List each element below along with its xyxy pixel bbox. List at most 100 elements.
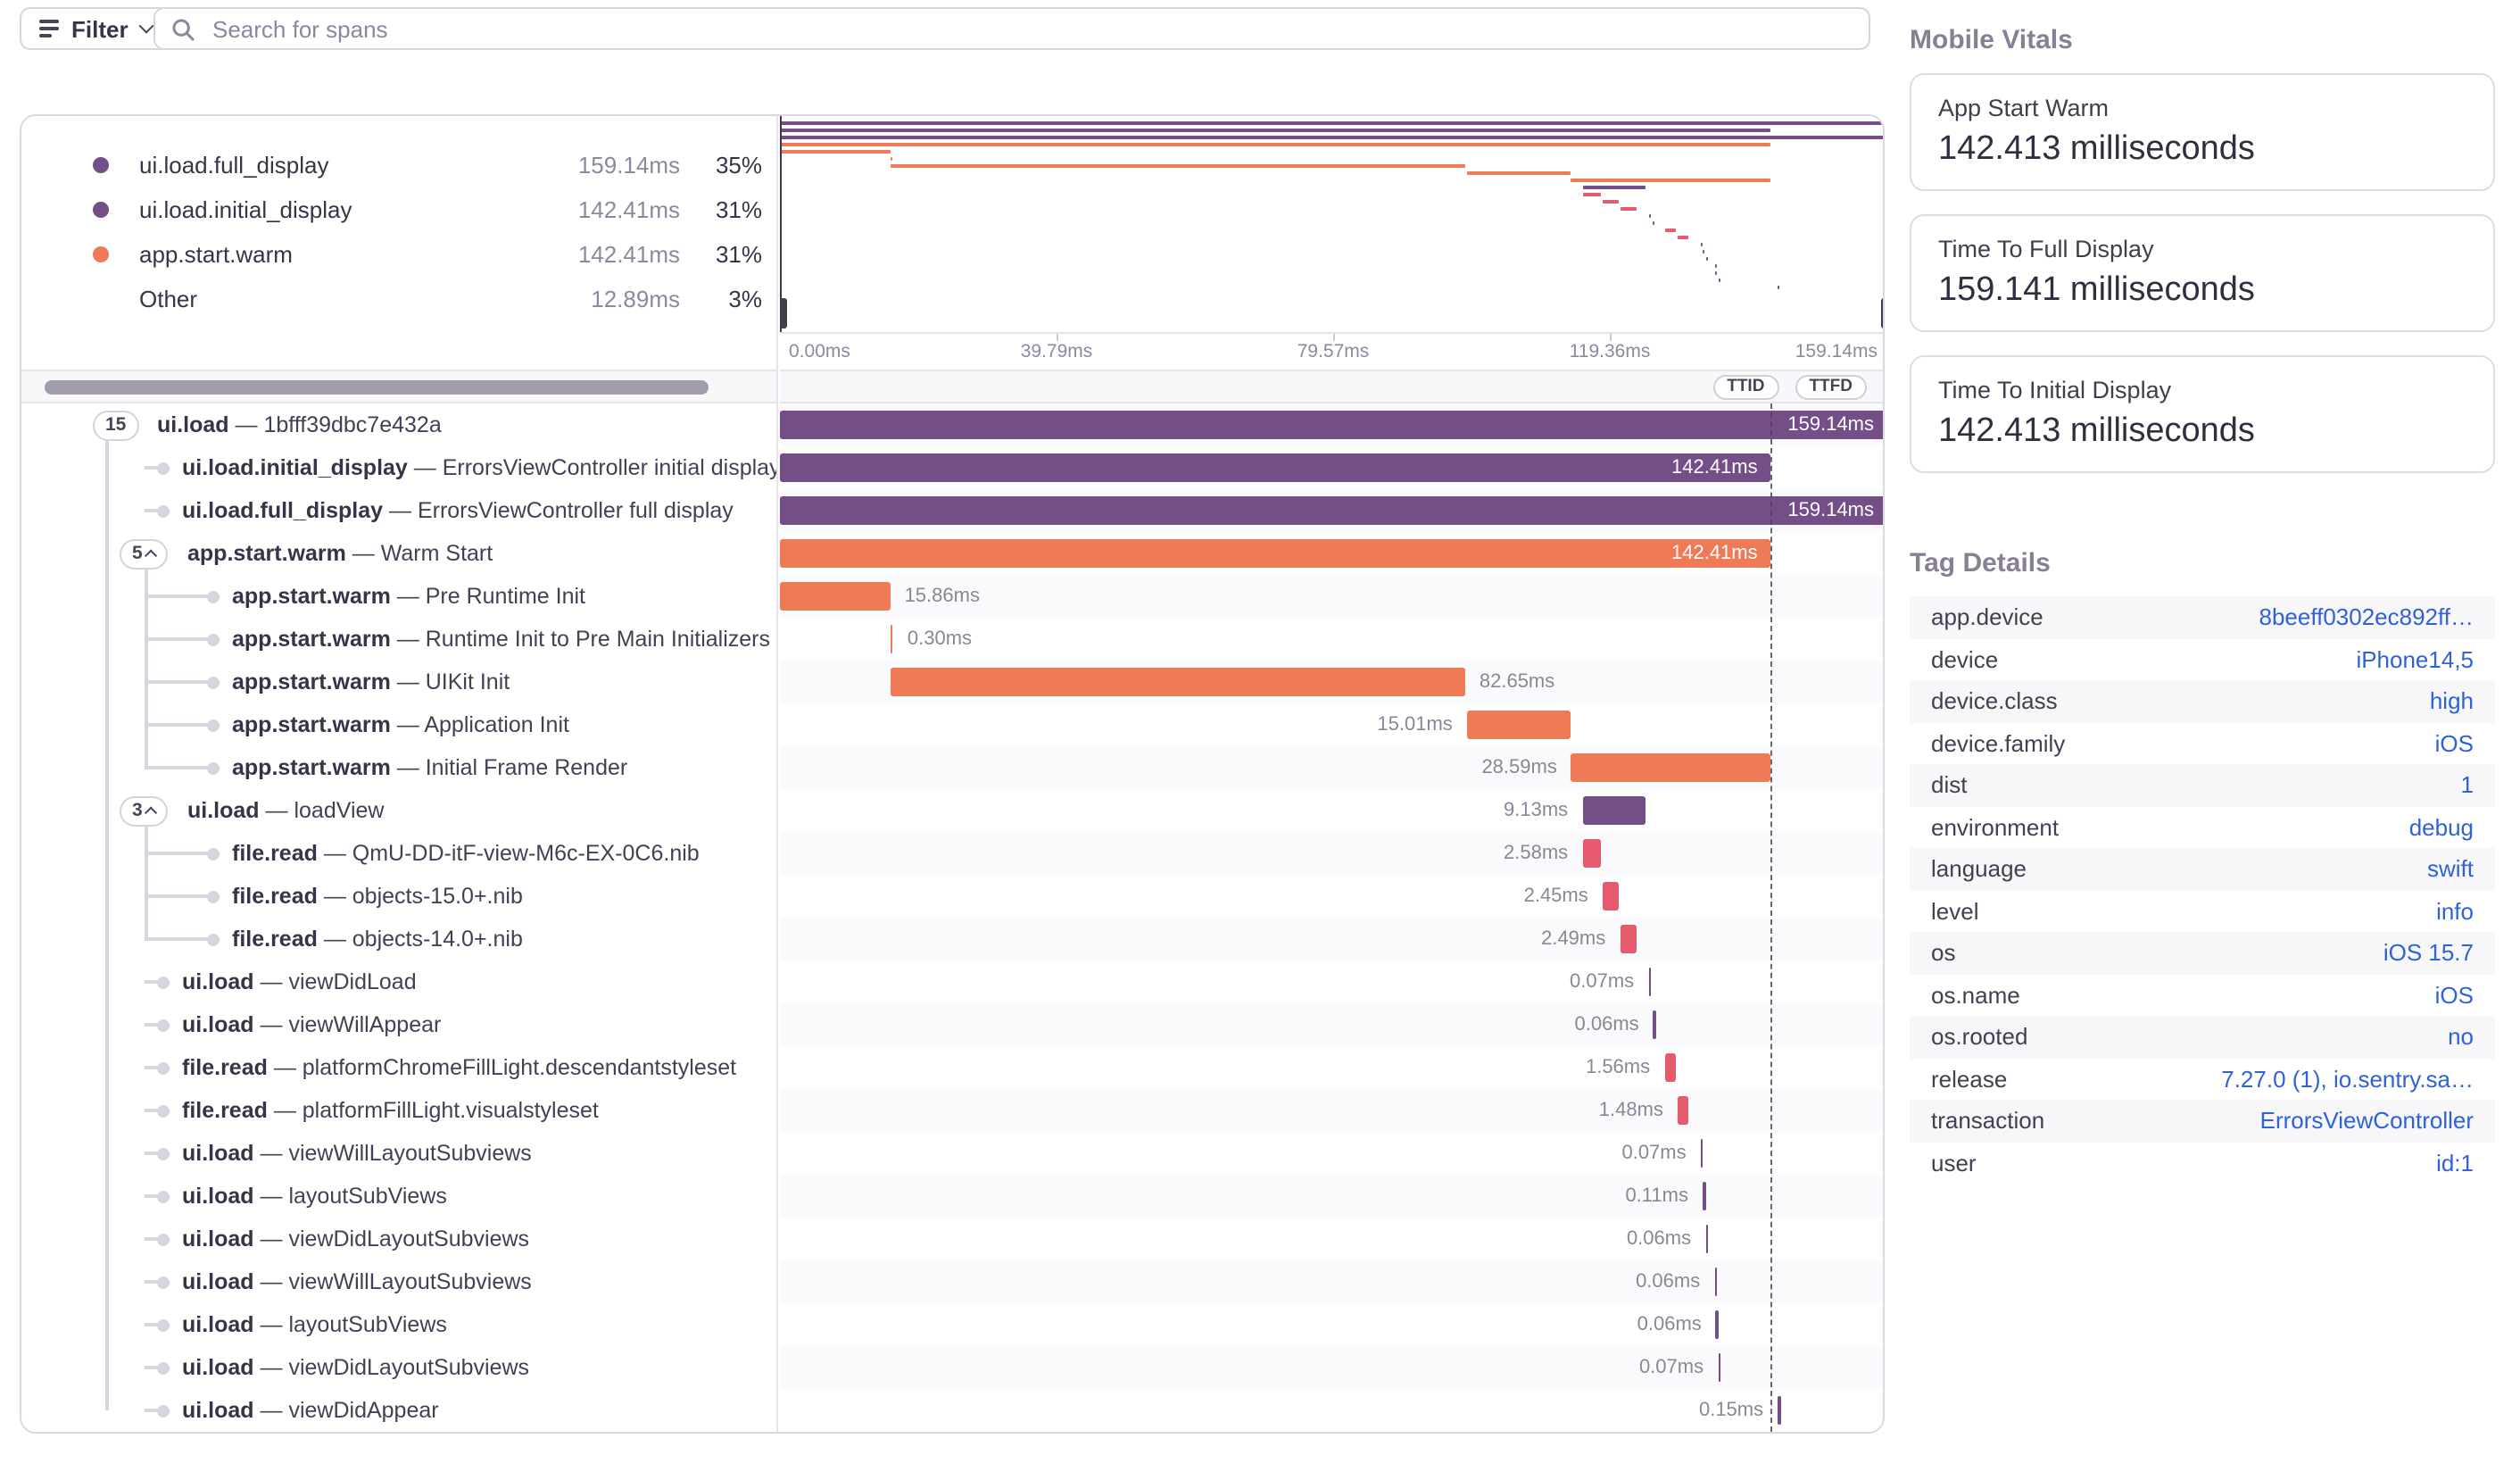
waterfall-row[interactable]: 159.14ms [780,403,1883,446]
span-bar[interactable] [1571,753,1770,782]
span-bar[interactable] [1714,1268,1718,1296]
minimap-left-handle[interactable] [779,298,786,328]
span-bar[interactable] [780,496,1883,525]
span-bar[interactable] [1620,925,1637,953]
span-bar[interactable] [1466,711,1571,739]
span-tree-row[interactable]: app.start.warm — Application Init [21,703,776,746]
tag-value-link[interactable]: debug [2408,813,2474,841]
span-bar[interactable] [1715,1310,1719,1339]
tag-value-link[interactable]: no [2448,1023,2474,1051]
span-bar[interactable] [780,453,1770,482]
tag-value-link[interactable]: swift [2427,855,2474,883]
waterfall-row[interactable]: 1.56ms [780,1046,1883,1089]
waterfall-row[interactable]: 82.65ms [780,661,1883,703]
waterfall-row[interactable]: 0.07ms [780,1132,1883,1175]
waterfall-row[interactable]: 0.06ms [780,1260,1883,1303]
span-bar[interactable] [1705,1225,1708,1253]
span-bar[interactable] [1582,839,1601,868]
waterfall-row[interactable]: 15.86ms [780,575,1883,618]
waterfall-row[interactable]: 15.01ms [780,703,1883,746]
tag-value-link[interactable]: 8beeff0302ec892ff… [2259,603,2474,631]
span-tree-row[interactable]: 5 app.start.warm — Warm Start [21,532,776,575]
span-tree-row[interactable]: ui.load — viewDidLayoutSubviews [21,1218,776,1260]
waterfall-row[interactable]: 142.41ms [780,446,1883,489]
tag-value-link[interactable]: id:1 [2436,1149,2474,1177]
tree-scrollbar-track[interactable] [21,370,776,403]
scrollbar-thumb[interactable] [45,380,709,395]
span-tree-row[interactable]: ui.load — layoutSubViews [21,1175,776,1218]
span-tree-row[interactable]: ui.load.initial_display — ErrorsViewCont… [21,446,776,489]
waterfall-row[interactable]: 28.59ms [780,746,1883,789]
tag-value-link[interactable]: ErrorsViewController [2259,1107,2474,1135]
waterfall-row[interactable]: 1.48ms [780,1089,1883,1132]
span-bar[interactable] [1602,882,1620,910]
span-tree-row[interactable]: 3 ui.load — loadView [21,789,776,832]
span-tree-row[interactable]: app.start.warm — Initial Frame Render [21,746,776,789]
waterfall-row[interactable]: 9.13ms [780,789,1883,832]
span-tree-row[interactable]: file.read — platformChromeFillLight.desc… [21,1046,776,1089]
waterfall-row[interactable]: 0.07ms [780,1346,1883,1389]
span-bar[interactable] [1703,1182,1705,1210]
span-tree-row[interactable]: file.read — objects-14.0+.nib [21,918,776,960]
span-tree-row[interactable]: ui.load.full_display — ErrorsViewControl… [21,489,776,532]
waterfall-row[interactable]: 0.06ms [780,1218,1883,1260]
span-tree-row[interactable]: ui.load — viewDidAppear [21,1389,776,1432]
span-bar[interactable] [1664,1053,1676,1082]
span-bar[interactable] [1653,1010,1656,1039]
span-count-badge[interactable]: 3 [120,795,169,826]
ttfd-button[interactable]: TTFD [1795,374,1867,399]
span-tree-row[interactable]: ui.load — viewDidLayoutSubviews [21,1346,776,1389]
span-count-badge[interactable]: 5 [120,538,169,569]
search-input[interactable] [209,13,1853,44]
minimap-right-handle[interactable] [1881,298,1883,328]
span-tree-row[interactable]: ui.load — viewWillAppear [21,1003,776,1046]
span-tree-row[interactable]: ui.load — layoutSubViews [21,1303,776,1346]
waterfall-row[interactable]: 142.41ms [780,532,1883,575]
waterfall-row[interactable]: 159.14ms [780,489,1883,532]
span-bar[interactable] [780,539,1770,568]
span-tree-row[interactable]: app.start.warm — Runtime Init to Pre Mai… [21,618,776,661]
filter-button[interactable]: Filter [20,7,171,50]
waterfall-row[interactable]: 0.06ms [780,1303,1883,1346]
tag-value-link[interactable]: iOS 15.7 [2383,939,2474,967]
span-bar[interactable] [780,411,1883,439]
span-bar[interactable] [1718,1353,1721,1382]
span-tree-row[interactable]: file.read — QmU-DD-itF-view-M6c-EX-0C6.n… [21,832,776,875]
tag-key: os.rooted [1931,1023,2028,1051]
waterfall-row[interactable]: 2.45ms [780,875,1883,918]
waterfall-row[interactable]: 0.06ms [780,1003,1883,1046]
span-tree-row[interactable]: 15 ui.load — 1bfff39dbc7e432a [21,403,776,446]
span-tree-row[interactable]: ui.load — viewWillLayoutSubviews [21,1132,776,1175]
span-bar[interactable] [1700,1139,1703,1168]
trace-minimap[interactable] [779,116,1883,332]
tag-value-link[interactable]: iPhone14,5 [2356,645,2474,673]
tag-value-link[interactable]: iOS [2434,729,2474,757]
span-tree-row[interactable]: file.read — platformFillLight.visualstyl… [21,1089,776,1132]
minimap-left-handle-line[interactable] [780,116,783,332]
span-bar[interactable] [1778,1396,1781,1425]
span-tree-row[interactable]: ui.load — viewWillLayoutSubviews [21,1260,776,1303]
span-count-badge[interactable]: 15 [93,410,139,440]
waterfall-row[interactable]: 0.07ms [780,960,1883,1003]
span-bar[interactable] [780,582,891,611]
span-tree-row[interactable]: file.read — objects-15.0+.nib [21,875,776,918]
span-bar[interactable] [1648,968,1652,996]
span-tree-row[interactable]: app.start.warm — UIKit Init [21,661,776,703]
span-tree-row[interactable]: app.start.warm — Pre Runtime Init [21,575,776,618]
span-bar[interactable] [1582,796,1646,825]
tag-value-link[interactable]: high [2429,687,2474,715]
span-bar[interactable] [890,625,893,653]
span-bar[interactable] [1678,1096,1688,1125]
waterfall-row[interactable]: 2.58ms [780,832,1883,875]
tag-value-link[interactable]: info [2436,897,2474,925]
waterfall-row[interactable]: 0.11ms [780,1175,1883,1218]
span-bar[interactable] [890,668,1465,696]
waterfall-row[interactable]: 0.15ms [780,1389,1883,1432]
tag-value-link[interactable]: iOS [2434,981,2474,1009]
ttid-button[interactable]: TTID [1712,374,1779,399]
tag-value-link[interactable]: 1 [2460,771,2474,799]
span-tree-row[interactable]: ui.load — viewDidLoad [21,960,776,1003]
tag-value-link[interactable]: 7.27.0 (1), io.sentry.sa… [2221,1065,2474,1093]
waterfall-row[interactable]: 2.49ms [780,918,1883,960]
waterfall-row[interactable]: 0.30ms [780,618,1883,661]
